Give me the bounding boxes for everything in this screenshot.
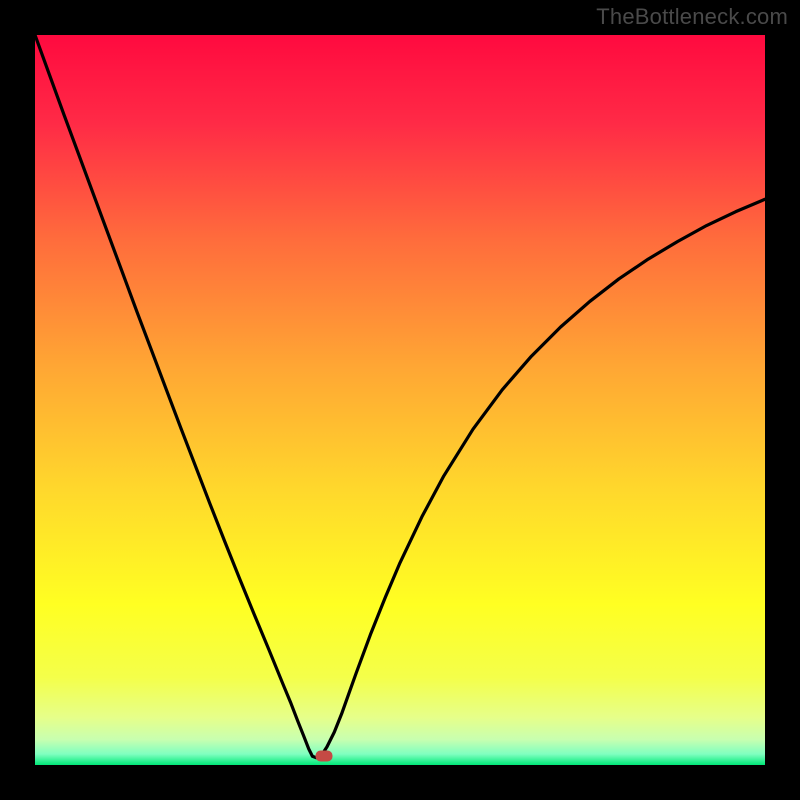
watermark-text: TheBottleneck.com [596, 4, 788, 30]
background-gradient [35, 35, 765, 765]
plot-area [35, 35, 765, 765]
minimum-marker [316, 750, 333, 761]
